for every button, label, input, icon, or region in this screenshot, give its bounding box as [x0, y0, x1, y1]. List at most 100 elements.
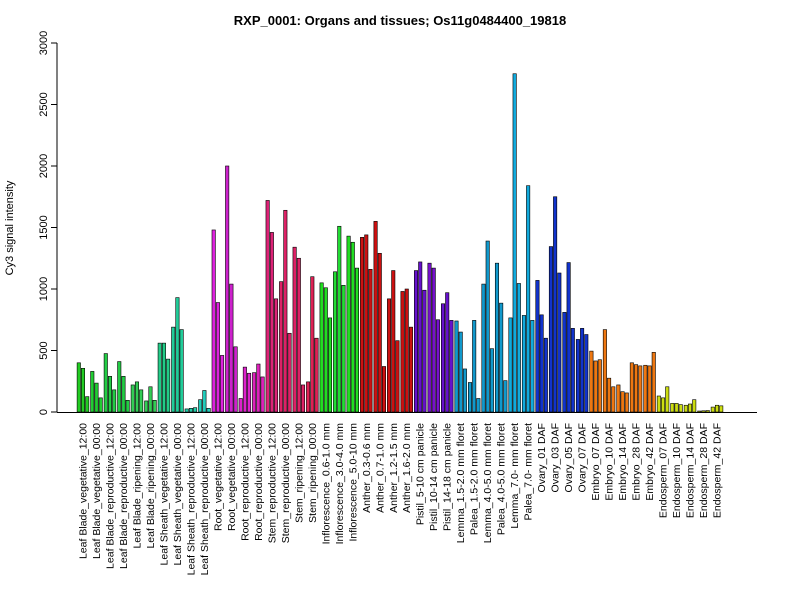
bar	[638, 365, 643, 413]
bar	[543, 337, 548, 413]
x-tick-label: Anther_1.6-2.0 mm	[401, 423, 413, 513]
bar	[252, 372, 257, 413]
bar	[193, 407, 198, 413]
x-tick-label: Leaf Sheath_reproductive_00:00	[199, 423, 211, 576]
bar	[157, 342, 162, 413]
x-tick-label: Endosperm_42 DAF	[712, 423, 724, 518]
bar	[211, 229, 216, 413]
bar	[607, 377, 612, 413]
bar	[225, 165, 230, 413]
x-tick-label: Embryo_07 DAF	[590, 423, 602, 501]
bar	[166, 358, 171, 413]
x-tick-label: Pistil_10-14 cm panicle	[428, 423, 440, 531]
x-tick-label: Leaf Blade_ripening_00:00	[145, 423, 157, 549]
bar	[710, 406, 715, 413]
bar	[643, 364, 648, 413]
bar	[467, 382, 472, 413]
bar	[651, 352, 656, 413]
bar	[161, 342, 166, 413]
bar	[570, 328, 575, 413]
y-tick-label: 2000	[38, 154, 50, 178]
bar	[337, 225, 342, 413]
bar	[206, 408, 211, 413]
bar	[427, 262, 432, 413]
bar	[656, 395, 661, 413]
bar	[624, 392, 629, 413]
x-tick-label: Lemma_7.0- mm floret	[509, 423, 521, 529]
bar	[449, 320, 454, 413]
bar	[287, 332, 292, 413]
bar	[705, 410, 710, 413]
bar	[422, 289, 427, 413]
bar	[242, 366, 247, 413]
bar	[256, 363, 261, 413]
x-tick-label: Root_reproductive_12:00	[239, 423, 251, 541]
x-tick-label: Stem_reproductive_00:00	[280, 423, 292, 543]
x-tick-label: Anther_0.7-1.0 mm	[374, 423, 386, 513]
x-tick-label: Pistil_14-18 cm panicle	[442, 423, 454, 531]
x-tick-label: Leaf Sheath_reproductive_12:00	[185, 423, 197, 576]
bar	[373, 221, 378, 413]
bar	[499, 302, 504, 413]
bar	[184, 408, 189, 413]
x-tick-label: Endosperm_07 DAF	[658, 423, 670, 518]
bar	[462, 368, 467, 413]
x-tick-label: Inflorescence_3.0-4.0 mm	[334, 423, 346, 545]
bar	[354, 267, 359, 413]
bar	[414, 270, 419, 413]
bars	[76, 73, 724, 413]
bar	[697, 410, 702, 413]
bar	[562, 312, 567, 413]
bar	[584, 334, 589, 413]
x-tick-label: Inflorescence_0.6-1.0 mm	[320, 423, 332, 545]
bar	[148, 386, 153, 413]
bar	[634, 364, 639, 413]
x-tick-label: Leaf Blade_reproductive_12:00	[104, 423, 116, 569]
bar	[310, 276, 315, 413]
bar	[306, 381, 311, 413]
bar	[395, 340, 400, 413]
y-tick-label: 3000	[38, 31, 50, 55]
bar	[314, 337, 319, 413]
bar	[274, 298, 279, 413]
bar	[503, 380, 508, 413]
bar	[247, 372, 252, 413]
bar	[368, 269, 373, 413]
bar	[404, 288, 409, 413]
bar	[566, 262, 571, 413]
bar	[387, 298, 392, 413]
x-tick-label: Pistil_5-10 cm panicle	[415, 423, 427, 525]
bar	[494, 262, 499, 413]
bar	[319, 282, 324, 413]
bar	[683, 404, 688, 413]
bar	[458, 331, 463, 413]
bar	[107, 376, 112, 413]
bar	[333, 271, 338, 413]
bar	[117, 361, 122, 413]
bar	[629, 362, 634, 413]
x-tick-label: Root_vegetative_12:00	[212, 423, 224, 531]
bar	[714, 404, 719, 413]
y-tick-label: 1000	[38, 277, 50, 301]
bar	[441, 303, 446, 413]
bar	[188, 408, 193, 413]
bar	[575, 339, 580, 413]
bar	[360, 237, 365, 413]
bar	[121, 376, 126, 413]
bar	[94, 382, 99, 413]
x-tick-label: Stem_ripening_00:00	[307, 423, 319, 523]
bar	[350, 241, 355, 413]
x-tick-label: Palea_7.0- mm floret	[523, 423, 535, 521]
bar	[130, 384, 135, 413]
bar	[296, 257, 301, 413]
bar	[90, 371, 95, 413]
x-tick-label: Lemma_1.5-2.0 mm floret	[455, 423, 467, 543]
x-tick-label: Inflorescence_5.0-10 mm	[347, 423, 359, 542]
x-tick-label: Ovary_05 DAF	[563, 423, 575, 492]
y-tick-label: 2500	[38, 92, 50, 116]
bar	[489, 348, 494, 413]
bar	[431, 267, 436, 413]
bar	[328, 317, 333, 413]
bar	[103, 353, 108, 413]
bar	[391, 270, 396, 413]
